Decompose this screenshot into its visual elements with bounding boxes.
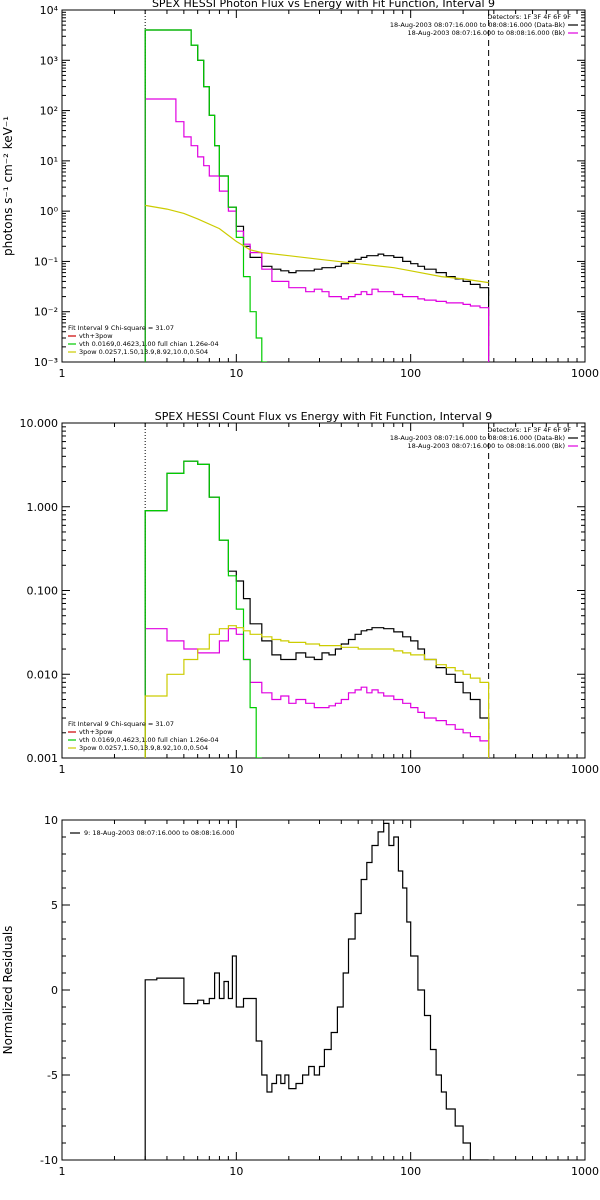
legend-entry: vth 0.0169,0.4623,1.00 full chian 1.26e-… [79, 736, 219, 744]
chart-title: SPEX HESSI Count Flux vs Energy with Fit… [155, 410, 492, 423]
y-tick-label: 10³ [40, 54, 58, 67]
y-tick-label: 0.001 [27, 752, 59, 765]
series-line-4 [144, 625, 490, 758]
fit-summary: Fit Interval 9 Chi-square = 31.07 [68, 720, 174, 728]
x-tick-label: 10 [229, 1165, 243, 1178]
y-tick-label: 1.000 [27, 501, 59, 514]
y-tick-label: 0.100 [27, 585, 59, 598]
y-tick-label: 5 [51, 899, 58, 912]
plot-frame [61, 819, 586, 1161]
chart-title: SPEX HESSI Photon Flux vs Energy with Fi… [152, 0, 495, 10]
detectors-label: Detectors: 1F 3F 4F 6F 9F [487, 426, 571, 434]
y-axis-label: photons s⁻¹ cm⁻² keV⁻¹ [1, 116, 15, 256]
y-tick-label: 10⁴ [40, 4, 59, 17]
x-tick-label: 10 [229, 367, 243, 380]
x-tick-label: 1 [59, 367, 66, 380]
y-axis-label: Normalized Residuals [1, 926, 15, 1055]
y-tick-label: -5 [47, 1069, 58, 1082]
series-line-2 [144, 98, 490, 362]
legend-entry: 18-Aug-2003 08:07:16.000 to 08:08:16.000… [390, 21, 565, 29]
detectors-label: Detectors: 1F 3F 4F 6F 9F [487, 13, 571, 21]
y-tick-label: 10² [40, 105, 58, 118]
series-line-2 [144, 628, 490, 758]
series-line-4 [145, 204, 489, 284]
x-tick-label: 1 [59, 1165, 66, 1178]
y-tick-label: 10⁻² [34, 306, 58, 319]
x-tick-label: 10 [229, 763, 243, 776]
y-tick-label: 10⁻³ [34, 356, 58, 369]
x-tick-label: 1000 [571, 367, 599, 380]
series-line-3 [144, 460, 262, 758]
y-tick-label: 0 [51, 984, 58, 997]
y-tick-label: 10 [44, 814, 58, 827]
chart-panel-1: SPEX HESSI Photon Flux vs Energy with Fi… [1, 0, 599, 380]
y-tick-label: -10 [40, 1154, 58, 1167]
chart-panel-2: SPEX HESSI Count Flux vs Energy with Fit… [20, 410, 600, 776]
legend-entry: 3pow 0.0257,1.50,13.9,8.92,10.0,0.504 [79, 744, 208, 752]
y-tick-label: 10.000 [20, 417, 59, 430]
legend-entry: 18-Aug-2003 08:07:16.000 to 08:08:16.000… [408, 442, 565, 450]
series-line-1 [144, 822, 489, 1160]
legend-entry: 18-Aug-2003 08:07:16.000 to 08:08:16.000… [390, 434, 565, 442]
x-tick-label: 1 [59, 763, 66, 776]
y-tick-label: 0.010 [27, 668, 59, 681]
x-tick-label: 1000 [571, 763, 599, 776]
x-tick-label: 100 [400, 1165, 421, 1178]
y-tick-label: 10⁰ [40, 205, 59, 218]
plot-frame [61, 9, 586, 363]
legend-entry: 3pow 0.0257,1.50,13.9,8.92,10.0,0.504 [79, 348, 208, 356]
y-tick-label: 10¹ [40, 155, 58, 168]
series-line-3 [144, 29, 267, 362]
legend-entry: vth+3pow [79, 332, 113, 340]
x-tick-label: 100 [400, 367, 421, 380]
series-line-1 [144, 29, 490, 362]
fit-summary: Fit Interval 9 Chi-square = 31.07 [68, 324, 174, 332]
legend-entry: vth 0.0169,0.4623,1.00 full chian 1.26e-… [79, 340, 219, 348]
x-tick-label: 1000 [571, 1165, 599, 1178]
chart-panel-3: 1 10 100 1000 -10 -5 0 5 10 Normalized Residuals 9… [1, 814, 599, 1178]
legend-entry: 9: 18-Aug-2003 08:07:16.000 to 08:08:16.… [84, 829, 235, 837]
series-line-1 [144, 460, 490, 758]
x-tick-label: 100 [400, 763, 421, 776]
legend-entry: vth+3pow [79, 728, 113, 736]
y-tick-label: 10⁻¹ [34, 255, 58, 268]
legend-entry: 18-Aug-2003 08:07:16.000 to 08:08:16.000… [408, 29, 565, 37]
